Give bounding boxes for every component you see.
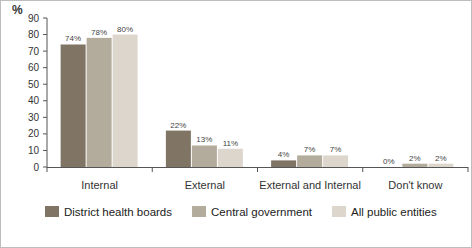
data-label: 78% [91, 28, 107, 37]
legend-label: District health boards [64, 206, 172, 218]
y-tick-label: 30 [28, 112, 40, 123]
data-label: 7% [330, 145, 342, 154]
chart-svg: % 0 10 20 30 40 50 60 70 80 90 74% 78% 80% 22% 13% 11% 4%… [0, 0, 472, 248]
data-label: 13% [196, 135, 212, 144]
data-label: 74% [65, 34, 81, 43]
x-tick [257, 167, 258, 172]
x-tick [362, 167, 363, 172]
bar [166, 131, 191, 167]
bar [297, 155, 322, 167]
data-labels: 74% 78% 80% 22% 13% 11% 4% 7% 7% 0% 2% 2% [65, 25, 447, 166]
data-label: 4% [278, 150, 290, 159]
y-tick-label: 10 [28, 145, 40, 156]
legend-label: Central government [211, 206, 313, 218]
legend-label: All public entities [351, 206, 437, 218]
bar [428, 164, 453, 167]
bar [192, 145, 217, 167]
data-label: 7% [304, 145, 316, 154]
bar [87, 38, 112, 167]
bar [113, 35, 138, 167]
bar [323, 155, 348, 167]
bar [271, 160, 296, 167]
y-tick-label: 60 [28, 62, 40, 73]
legend: District health boards Central government… [45, 206, 437, 218]
y-tick-label: 20 [28, 128, 40, 139]
x-tick [152, 167, 153, 172]
x-tick-label: Internal [81, 179, 118, 191]
y-tick [43, 167, 47, 168]
bar [61, 44, 86, 167]
frame [1, 1, 472, 248]
data-label: 2% [409, 154, 421, 163]
data-label: 2% [435, 154, 447, 163]
x-tick-label: Don't know [388, 179, 442, 191]
y-tick-label: 80 [28, 29, 40, 40]
data-label: 0% [383, 157, 395, 166]
x-tick [47, 167, 48, 172]
data-label: 80% [117, 25, 133, 34]
x-tick-label: External and Internal [259, 179, 361, 191]
y-tick [43, 100, 47, 101]
y-tick-label: 50 [28, 79, 40, 90]
y-tick [43, 34, 47, 35]
bar [376, 167, 401, 168]
y-tick [43, 67, 47, 68]
x-tick-label: External [185, 179, 225, 191]
legend-swatch [192, 206, 206, 217]
bars [61, 35, 454, 167]
y-axis-line [47, 18, 48, 167]
y-tick [43, 51, 47, 52]
data-label: 22% [170, 121, 186, 130]
y-tick [43, 133, 47, 134]
x-tick [468, 167, 469, 172]
y-tick-label: 70 [28, 46, 40, 57]
y-tick [43, 18, 47, 19]
y-tick [43, 117, 47, 118]
legend-swatch [332, 206, 346, 217]
y-tick [43, 84, 47, 85]
bar [402, 164, 427, 167]
y-tick-label: 0 [33, 162, 39, 173]
y-tick-label: 40 [28, 95, 40, 106]
chart-container: % 0 10 20 30 40 50 60 70 80 90 74% 78% 80% 22% 13% 11% 4%… [0, 0, 472, 248]
y-tick [43, 150, 47, 151]
legend-swatch [45, 206, 59, 217]
y-axis-label: % [12, 3, 23, 17]
bar [218, 149, 243, 167]
data-label: 11% [223, 139, 238, 148]
y-tick-label: 90 [28, 13, 40, 24]
